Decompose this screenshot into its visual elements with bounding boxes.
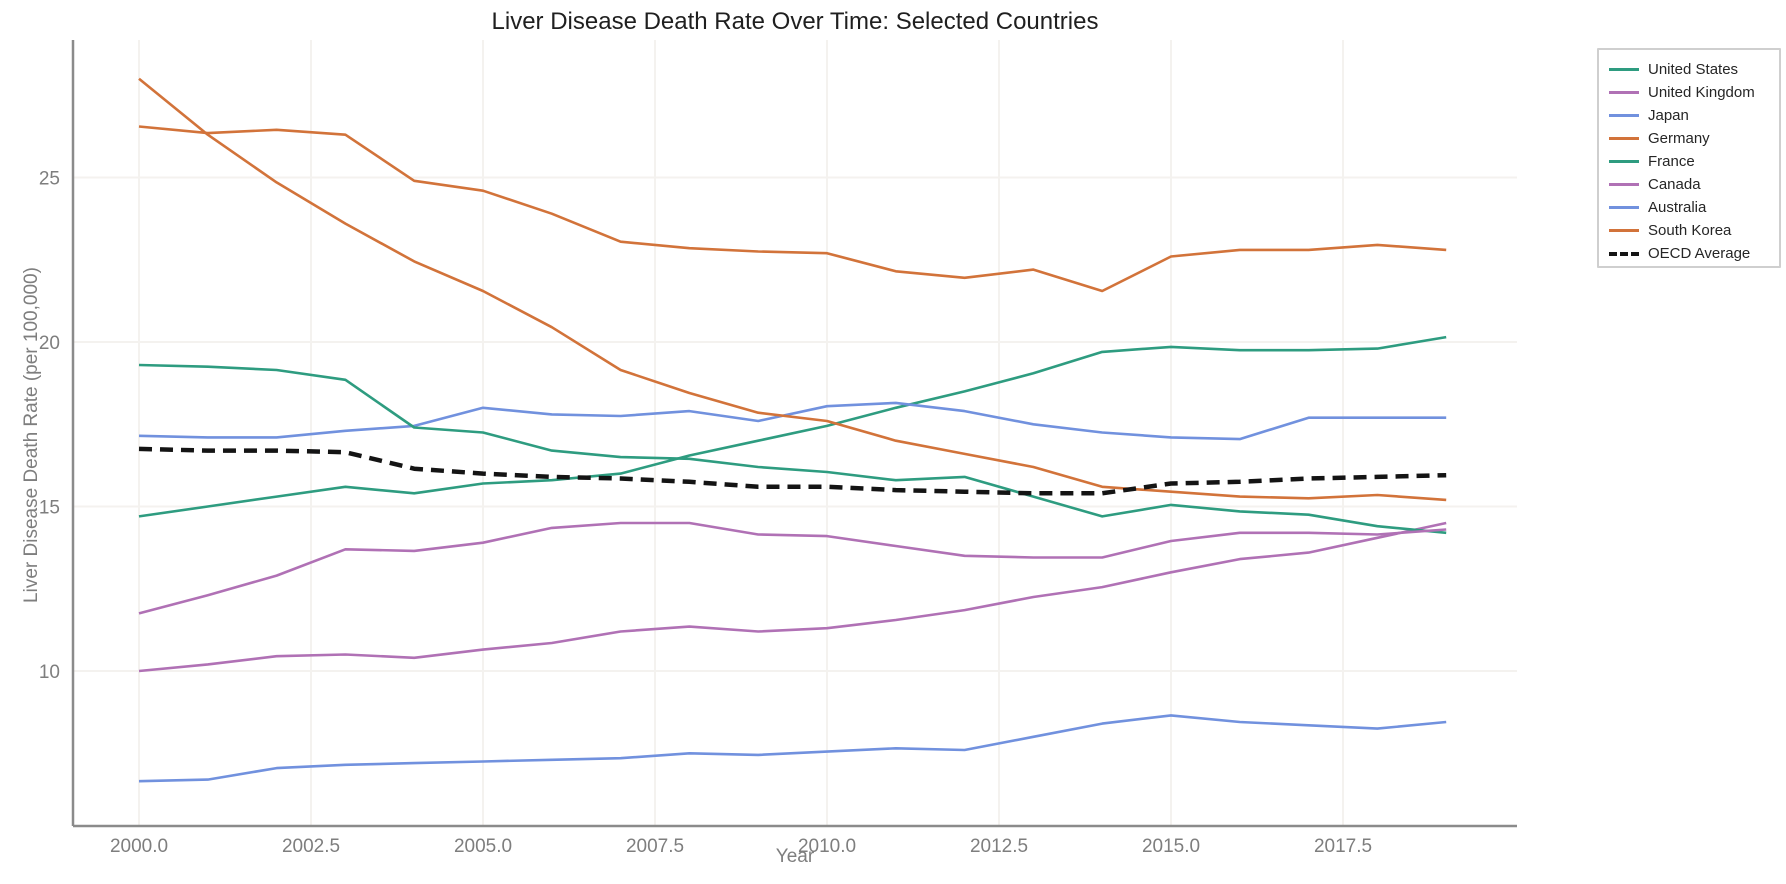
y-axis-title: Liver Disease Death Rate (per 100,000) xyxy=(21,267,42,603)
y-tick-label: 25 xyxy=(39,169,60,190)
legend-item-australia: Australia xyxy=(1609,196,1779,219)
legend-swatch-france xyxy=(1609,160,1639,163)
y-tick-label: 20 xyxy=(39,333,60,354)
x-tick-label: 2010.0 xyxy=(798,836,856,857)
legend-swatch-united-kingdom xyxy=(1609,91,1639,94)
series-line-germany xyxy=(138,125,1447,293)
series-line-south-korea xyxy=(138,77,1447,502)
series-line-canada xyxy=(138,521,1447,615)
legend-label: United Kingdom xyxy=(1648,84,1755,101)
legend-swatch-south-korea xyxy=(1609,229,1639,232)
y-tick-label: 10 xyxy=(39,662,60,683)
legend-item-canada: Canada xyxy=(1609,173,1779,196)
x-tick-label: 2007.5 xyxy=(626,836,684,857)
legend-label: Australia xyxy=(1648,199,1707,216)
legend-item-oecd-average: OECD Average xyxy=(1609,242,1779,265)
x-tick-label: 2012.5 xyxy=(970,836,1028,857)
legend-swatch-oecd-average xyxy=(1609,251,1639,256)
legend-label: United States xyxy=(1648,61,1739,78)
x-tick-label: 2002.5 xyxy=(282,836,340,857)
legend-item-south-korea: South Korea xyxy=(1609,219,1779,242)
x-tick-label: 2000.0 xyxy=(110,836,168,857)
legend-label: Japan xyxy=(1648,107,1689,124)
legend-item-germany: Germany xyxy=(1609,127,1779,150)
legend-label: Canada xyxy=(1648,176,1701,193)
legend-swatch-united-states xyxy=(1609,68,1639,71)
legend-swatch-germany xyxy=(1609,137,1639,140)
legend-label: South Korea xyxy=(1648,222,1732,239)
x-tick-label: 2017.5 xyxy=(1314,836,1372,857)
legend: United States United Kingdom Japan Germany F… xyxy=(1597,48,1781,268)
series-line-france xyxy=(138,363,1447,535)
legend-swatch-canada xyxy=(1609,183,1639,186)
legend-swatch-australia xyxy=(1609,206,1639,209)
legend-item-france: France xyxy=(1609,150,1779,173)
series-line-united-states xyxy=(138,335,1447,518)
y-tick-label: 15 xyxy=(39,498,60,519)
legend-swatch-japan xyxy=(1609,114,1639,117)
legend-item-united-kingdom: United Kingdom xyxy=(1609,81,1779,104)
series-line-oecd-average xyxy=(138,446,1447,496)
legend-label: Germany xyxy=(1648,130,1710,147)
legend-label: France xyxy=(1648,153,1695,170)
series-line-japan xyxy=(138,401,1447,441)
x-axis-title: Year xyxy=(775,846,815,867)
series-line-united-kingdom xyxy=(138,521,1447,673)
series-line-australia xyxy=(138,714,1447,783)
x-tick-label: 2005.0 xyxy=(454,836,512,857)
legend-label: OECD Average xyxy=(1648,245,1751,262)
legend-item-japan: Japan xyxy=(1609,104,1779,127)
x-tick-label: 2015.0 xyxy=(1142,836,1200,857)
legend-item-united-states: United States xyxy=(1609,58,1779,81)
chart-title: Liver Disease Death Rate Over Time: Sele… xyxy=(491,8,1099,35)
